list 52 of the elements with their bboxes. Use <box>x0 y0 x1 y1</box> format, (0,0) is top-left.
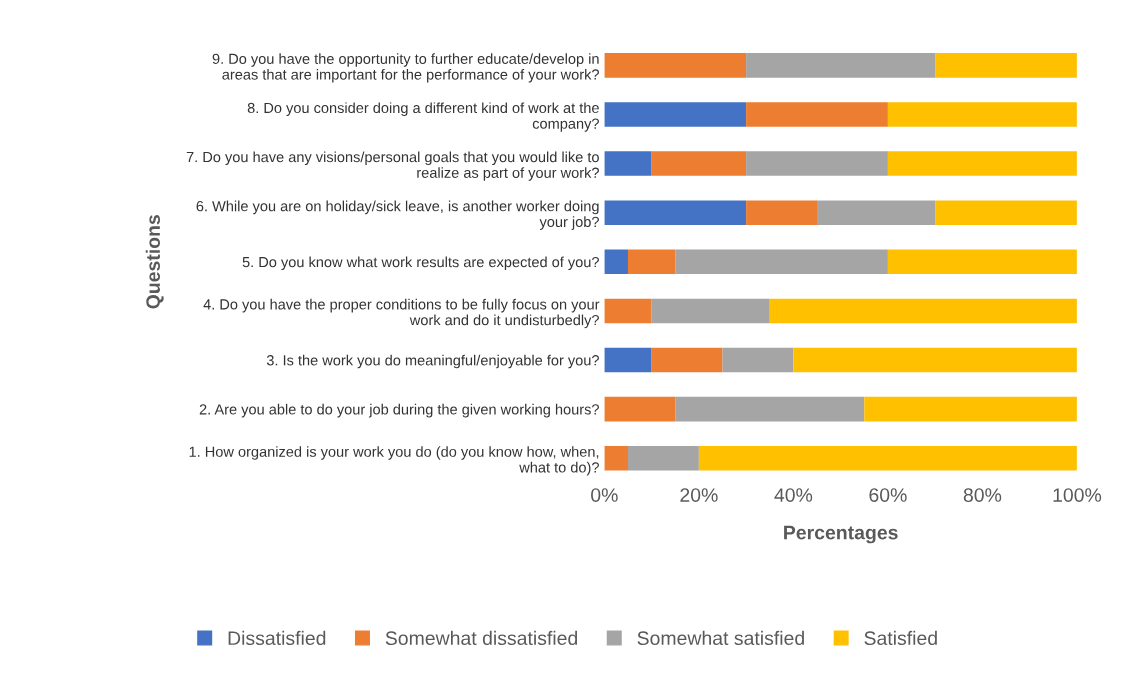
bar <box>935 200 1077 225</box>
bar <box>675 396 865 422</box>
bar <box>793 347 1077 373</box>
bar <box>604 445 628 471</box>
bar <box>627 445 699 471</box>
bar <box>604 249 628 275</box>
y-tick-label: 6. While you are on holiday/sick leave, is another worker doing your job? <box>196 200 599 230</box>
legend-label: Somewhat satisfied <box>637 630 804 646</box>
bar <box>651 347 723 373</box>
bar <box>604 396 676 422</box>
bar <box>604 347 652 373</box>
x-tick-label: 100% <box>1053 488 1102 502</box>
bar <box>864 396 1077 422</box>
bar <box>627 249 676 275</box>
bar <box>887 102 1077 127</box>
bar <box>887 249 1077 275</box>
bar <box>746 200 818 225</box>
bar <box>675 249 888 275</box>
x-tick-label: 40% <box>774 488 813 502</box>
bar <box>887 151 1077 176</box>
bar <box>746 53 936 78</box>
x-tick-label: 80% <box>963 488 1002 502</box>
legend-label: Dissatisfied <box>228 630 326 646</box>
bar <box>604 298 652 324</box>
y-tick-label: 5. Do you know what work results are expected of you? <box>242 256 599 271</box>
bar <box>651 151 747 176</box>
bar <box>817 200 936 225</box>
bar <box>604 200 747 225</box>
y-tick-label: 9. Do you have the opportunity to further educate/develop in areas that are important for the performance of your work? <box>212 53 599 83</box>
y-tick-label: 1. How organized is your work you do (do you know how, when, what to do)? <box>189 446 599 476</box>
bar <box>746 102 888 127</box>
bar <box>722 347 794 373</box>
y-tick-label: 4. Do you have the proper conditions to be fully focus on your work and do it undisturbedly? <box>203 298 600 329</box>
bar <box>746 151 888 176</box>
x-tick-label: 0% <box>591 488 618 502</box>
legend-label: Satisfied <box>864 630 937 646</box>
legend-label: Somewhat dissatisfied <box>385 630 578 646</box>
bar <box>698 445 1077 471</box>
bar <box>651 298 770 324</box>
bar <box>604 102 747 127</box>
y-tick-label: 3. Is the work you do meaningful/enjoyable for you? <box>266 354 599 369</box>
bar <box>604 53 747 78</box>
y-tick-label: 7. Do you have any visions/personal goals that you would like to realize as part of your work? <box>186 151 599 181</box>
bar <box>935 53 1077 78</box>
bar <box>604 151 652 176</box>
bar <box>769 298 1077 324</box>
y-axis-title: Questions <box>145 215 164 309</box>
x-tick-label: 20% <box>680 488 718 502</box>
y-tick-label: 8. Do you consider doing a different kind of work at the company? <box>247 102 599 132</box>
y-tick-label: 2. Are you able to do your job during the given working hours? <box>199 403 599 418</box>
x-tick-label: 60% <box>869 488 907 502</box>
x-axis-title: Percentages <box>784 525 898 544</box>
